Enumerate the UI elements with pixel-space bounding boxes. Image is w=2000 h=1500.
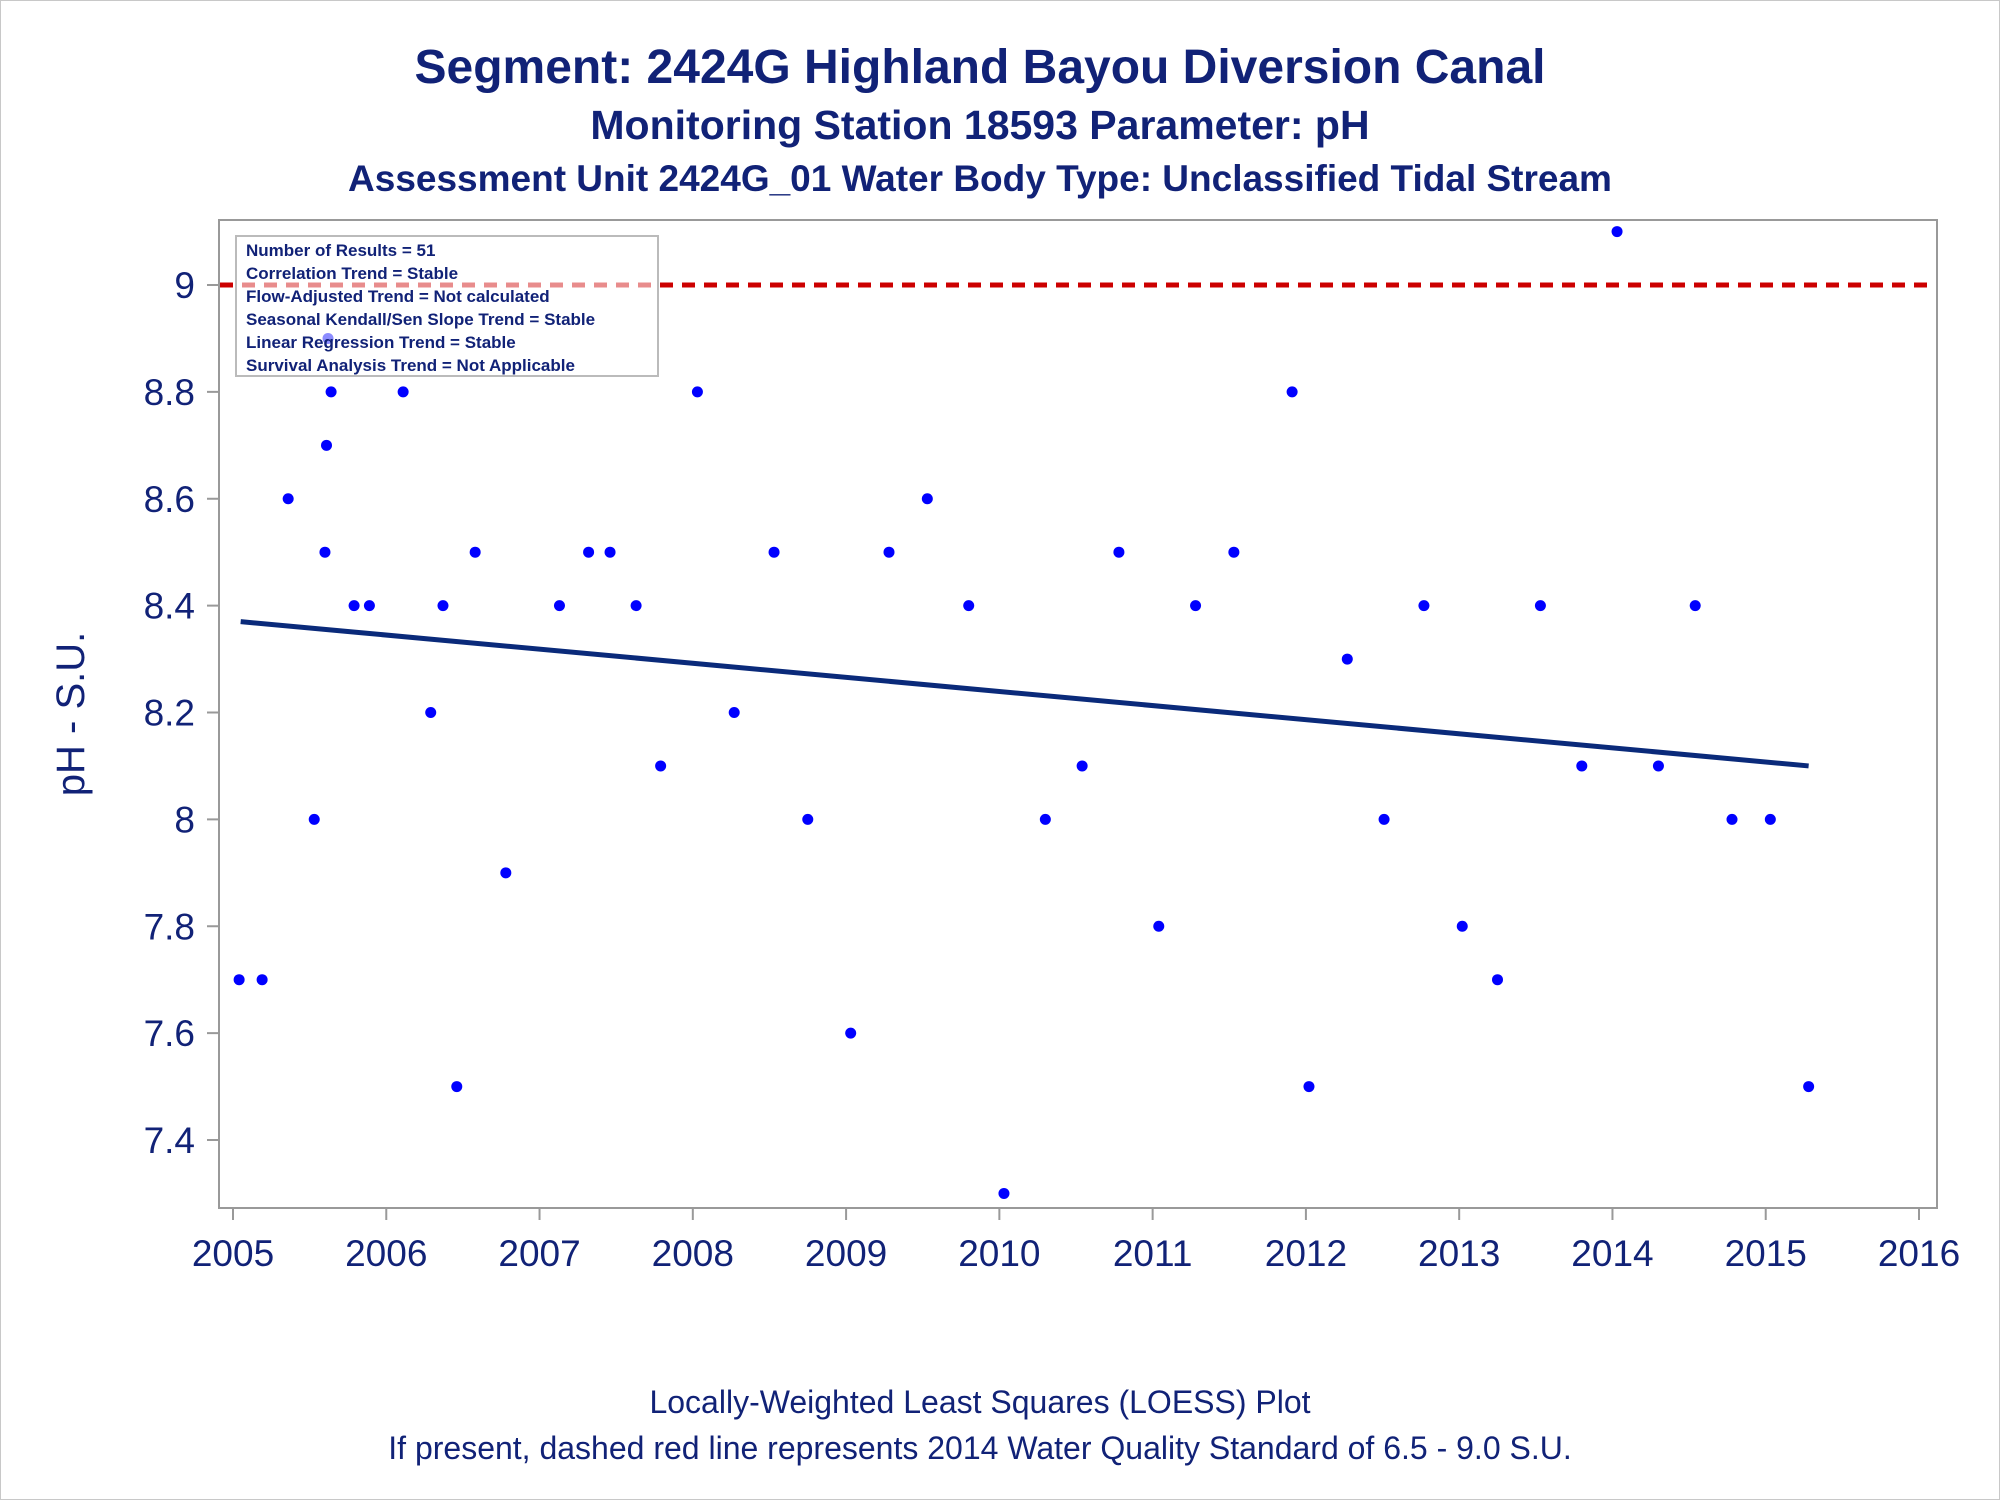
x-tick-label: 2008: [652, 1233, 734, 1274]
stats-number-of-results: Number of Results = 51: [246, 241, 435, 260]
data-point: [1534, 600, 1546, 612]
x-tick-label: 2013: [1418, 1233, 1500, 1274]
data-point: [998, 1187, 1010, 1199]
data-point: [1652, 760, 1664, 772]
data-point: [397, 386, 409, 398]
data-point: [500, 867, 512, 879]
data-point: [1190, 600, 1202, 612]
data-point: [768, 546, 780, 558]
y-tick-label: 9: [174, 265, 195, 306]
x-tick-label: 2012: [1265, 1233, 1347, 1274]
data-point: [1113, 546, 1125, 558]
data-point: [583, 546, 595, 558]
data-point: [469, 546, 481, 558]
data-point: [1228, 546, 1240, 558]
y-tick-label: 8.6: [144, 479, 195, 520]
x-tick-label: 2007: [498, 1233, 580, 1274]
y-tick-label: 8.8: [144, 372, 195, 413]
footnote-standard: If present, dashed red line represents 2…: [388, 1430, 1572, 1466]
stats-box: Number of Results = 51 Correlation Trend…: [235, 235, 659, 377]
data-point: [256, 974, 268, 986]
stats-survival-analysis-trend: Survival Analysis Trend = Not Applicable: [246, 356, 575, 375]
y-tick-label: 7.6: [144, 1013, 195, 1054]
x-tick-label: 2006: [345, 1233, 427, 1274]
data-point: [282, 493, 294, 505]
data-point: [1456, 920, 1468, 932]
x-tick-label: 2011: [1113, 1233, 1193, 1274]
data-point: [325, 386, 337, 398]
data-point: [1764, 813, 1776, 825]
y-tick-label: 8.4: [144, 586, 195, 627]
x-tick-label: 2009: [805, 1233, 887, 1274]
data-point: [1076, 760, 1088, 772]
stats-linear-regression-trend: Linear Regression Trend = Stable: [246, 333, 516, 352]
chart-title: Segment: 2424G Highland Bayou Diversion …: [414, 41, 1546, 94]
y-axis-label: pH - S.U.: [49, 632, 93, 796]
data-point: [1492, 974, 1503, 986]
chart-subtitle-station: Monitoring Station 18593 Parameter: pH: [590, 102, 1370, 148]
chart-subtitle-assessment: Assessment Unit 2424G_01 Water Body Type…: [348, 158, 1612, 199]
data-point: [630, 600, 642, 612]
data-point: [1378, 813, 1390, 825]
x-tick-label: 2010: [958, 1233, 1040, 1274]
stats-flow-adjusted-trend: Flow-Adjusted Trend = Not calculated: [246, 287, 550, 306]
data-point: [451, 1081, 463, 1093]
data-point: [1341, 653, 1353, 665]
x-tick-label: 2015: [1725, 1233, 1807, 1274]
x-tick-label: 2014: [1571, 1233, 1653, 1274]
plot-area-border: [218, 219, 1938, 1209]
footnote-loess: Locally-Weighted Least Squares (LOESS) P…: [649, 1384, 1311, 1420]
data-point: [604, 546, 616, 558]
data-point: [363, 600, 375, 612]
y-tick-label: 7.8: [144, 906, 195, 947]
data-point: [1576, 760, 1588, 772]
data-point: [348, 600, 360, 612]
data-point: [845, 1027, 857, 1039]
x-tick-label: 2016: [1878, 1233, 1960, 1274]
data-point: [308, 813, 320, 825]
y-tick-label: 8: [174, 799, 195, 840]
data-point: [553, 600, 565, 612]
data-point: [425, 707, 437, 718]
data-point: [655, 760, 667, 772]
stats-correlation-trend: Correlation Trend = Stable: [246, 264, 458, 283]
data-point: [963, 600, 975, 612]
stats-seasonal-kendall-trend: Seasonal Kendall/Sen Slope Trend = Stabl…: [246, 310, 595, 329]
data-point: [1803, 1081, 1815, 1093]
data-point: [1303, 1081, 1315, 1093]
y-tick-label: 7.4: [144, 1120, 195, 1161]
loess-trend-line: [240, 619, 1809, 769]
data-point: [728, 707, 740, 718]
data-point: [1726, 813, 1738, 825]
x-tick-label: 2005: [192, 1233, 274, 1274]
data-point: [320, 439, 332, 451]
y-tick-label: 8.2: [144, 693, 195, 734]
data-point: [1286, 386, 1298, 398]
data-point: [233, 974, 245, 986]
data-point: [319, 546, 331, 558]
data-point: [883, 546, 895, 558]
data-point: [1153, 920, 1165, 932]
data-point: [1039, 813, 1051, 825]
data-point: [691, 386, 703, 398]
data-point: [1418, 600, 1430, 612]
data-point: [1689, 600, 1701, 612]
data-point: [802, 813, 814, 825]
data-point: [1611, 226, 1623, 238]
data-point: [437, 600, 449, 612]
data-point: [921, 493, 933, 505]
